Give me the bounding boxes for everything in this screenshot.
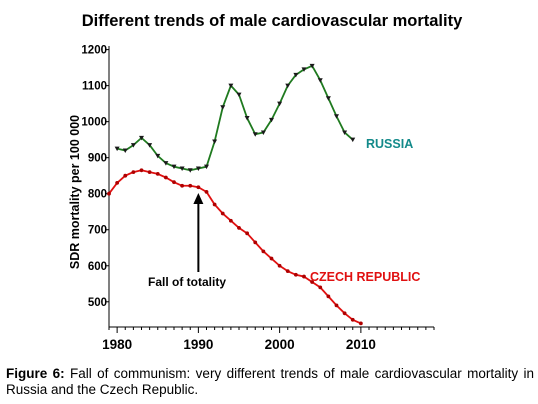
czech-data-point (293, 272, 298, 277)
y-tick-label: 500 (88, 297, 107, 309)
figure-caption-label: Figure 6: (6, 366, 65, 381)
x-tick-label: 1990 (183, 337, 213, 352)
czech-data-point (358, 321, 363, 326)
russia-data-point (187, 168, 193, 173)
russia-data-point (212, 139, 218, 144)
czech-data-point (139, 168, 144, 173)
russia-data-point (277, 101, 283, 107)
russia-data-point (236, 92, 242, 98)
y-tick-label: 700 (88, 225, 107, 237)
chart: Different trends of male cardiovascular … (68, 12, 463, 352)
chart-title: Different trends of male cardiovascular … (82, 12, 463, 30)
czech-data-point (228, 218, 233, 223)
y-tick-label: 600 (88, 261, 107, 273)
czech-data-point (318, 285, 323, 290)
russia-data-point (204, 164, 209, 170)
x-tick-label: 2010 (346, 337, 376, 352)
russia-data-point (301, 67, 307, 72)
czech-data-point (326, 294, 331, 299)
russia-data-point (269, 117, 274, 123)
russia-data-point (195, 166, 201, 171)
russia-data-point (139, 135, 144, 141)
y-tick-label: 800 (88, 189, 107, 201)
czech-data-point (196, 185, 201, 190)
czech-data-point (302, 274, 306, 279)
russia-data-point (122, 148, 128, 153)
y-tick-label: 1200 (81, 45, 107, 57)
russia-data-point (342, 130, 348, 135)
russia-data-point (163, 161, 169, 166)
series-line-russia (116, 64, 354, 172)
czech-data-point (123, 173, 128, 178)
series-label-czech: CZECH REPUBLIC (310, 270, 420, 284)
czech-data-point (212, 202, 217, 207)
czech-data-point (220, 211, 225, 216)
czech-data-point (342, 311, 347, 316)
series-line-czech (108, 169, 362, 325)
y-tick-label: 900 (88, 153, 107, 165)
czech-data-point (204, 190, 209, 194)
czech-data-point (269, 256, 274, 261)
czech-data-point (115, 180, 120, 185)
czech-data-point (261, 249, 266, 254)
russia-data-point (350, 137, 356, 143)
czech-data-point (107, 191, 111, 196)
annotation-arrow-head (193, 193, 204, 204)
czech-data-point (253, 240, 258, 245)
russia-data-point (334, 114, 339, 119)
czech-data-point (131, 170, 136, 174)
y-axis-label: SDR mortality per 100 000 (68, 115, 82, 269)
russia-data-point (317, 78, 323, 83)
czech-data-point (188, 183, 193, 188)
figure-caption: Figure 6: Fall of communism: very differ… (6, 366, 534, 398)
russia-data-point (147, 143, 153, 148)
russia-data-point (325, 96, 331, 101)
y-tick-label: 1100 (82, 81, 107, 93)
czech-data-point (285, 269, 290, 274)
russia-data-point (130, 143, 136, 148)
czech-data-point (350, 317, 355, 322)
russia-data-point (220, 105, 226, 110)
czech-data-point (163, 175, 168, 180)
annotation-text: Fall of totality (148, 275, 226, 289)
russia-data-point (260, 130, 266, 135)
x-tick-label: 1980 (102, 337, 132, 352)
czech-data-point (180, 183, 185, 188)
czech-data-point (237, 226, 241, 230)
russia-data-point (155, 153, 161, 159)
czech-data-point (172, 180, 176, 185)
series-label-russia: RUSSIA (366, 137, 413, 151)
russia-data-point (114, 146, 120, 152)
russia-data-point (309, 63, 315, 69)
russia-data-point (285, 83, 291, 89)
czech-data-point (277, 263, 282, 268)
russia-data-point (252, 132, 258, 137)
plot-area: 500 600 700 800 900 1000 1100 1200 1980 1990 2000 2… (81, 45, 435, 352)
russia-data-point (171, 164, 177, 170)
czech-data-point (245, 231, 250, 236)
czech-data-point (147, 170, 152, 174)
russia-data-point (179, 166, 185, 171)
russia-data-point (244, 116, 250, 121)
russia-data-point (293, 72, 299, 78)
x-tick-label: 2000 (265, 337, 295, 352)
figure-caption-text: Fall of communism: very different trends… (6, 366, 534, 397)
czech-data-point (155, 171, 160, 176)
czech-data-point (334, 303, 339, 308)
y-tick-label: 1000 (81, 117, 107, 129)
czech-data-point (310, 280, 315, 284)
russia-data-point (228, 83, 234, 89)
